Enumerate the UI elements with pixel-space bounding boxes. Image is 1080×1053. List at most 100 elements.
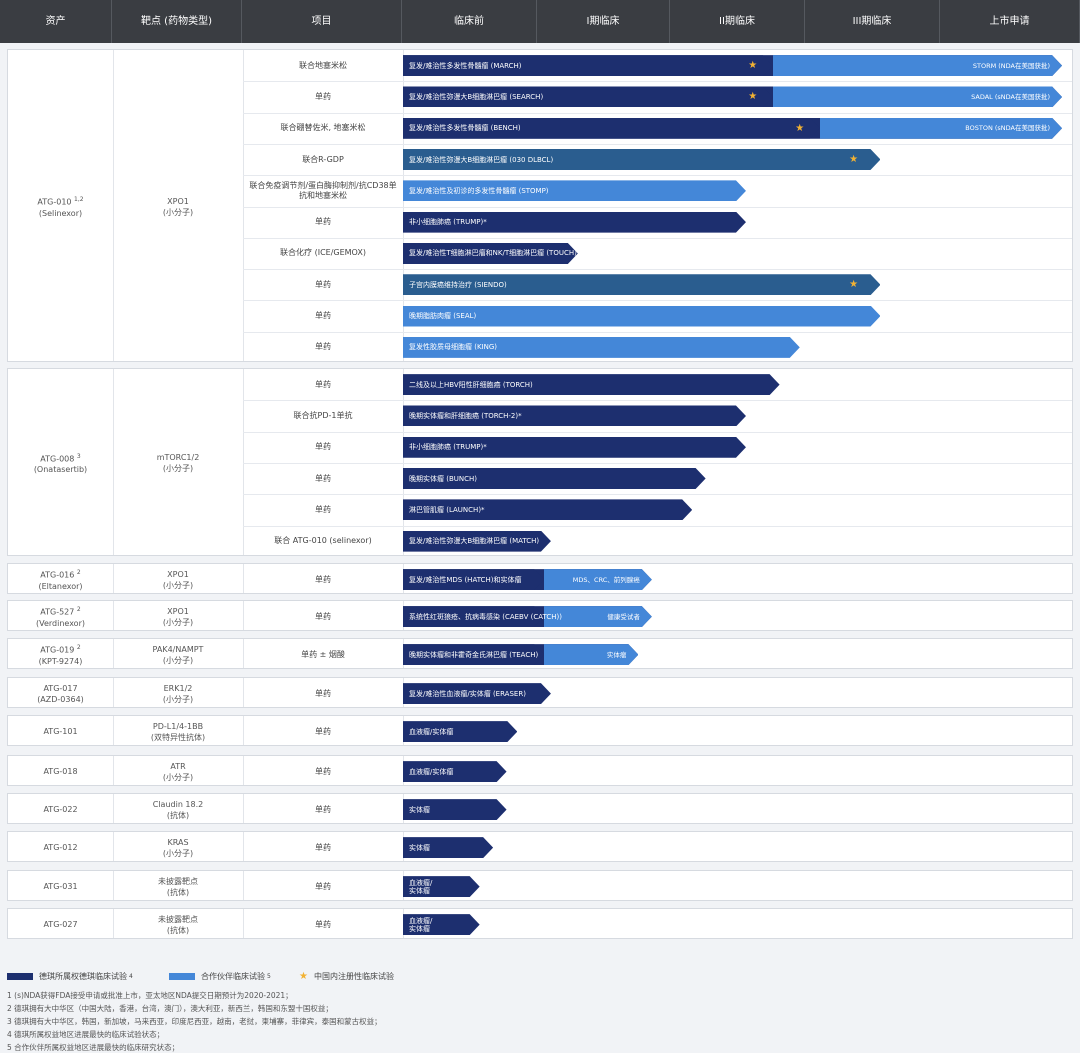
progress-bar: 复发/难治性多发性骨髓瘤 (MARCH) STORM (NDA在美国获批) ★	[403, 55, 1062, 76]
asset-code-text: ATG-017	[43, 683, 78, 693]
header-col-5: II期临床	[670, 0, 805, 43]
legend-footnote-ref: 4	[129, 972, 133, 980]
column-divider	[243, 716, 244, 745]
asset-code-text: ATG-008	[40, 454, 75, 464]
drug-type: (小分子)	[162, 617, 194, 627]
column-divider	[403, 369, 404, 555]
progress-bar: 复发/难治性弥漫大B细胞淋巴瘤 (MATCH)	[403, 531, 551, 552]
target-name: Claudin 18.2	[152, 799, 204, 809]
progress-bar: 复发/难治性弥漫大B细胞淋巴瘤 (SEARCH) SADAL (sNDA在美国获批…	[403, 86, 1062, 107]
asset-code-text: ATG-010	[37, 197, 72, 207]
column-divider	[113, 564, 114, 593]
project-name: 单药	[315, 342, 331, 352]
column-divider	[243, 794, 244, 823]
legend-label: 中国内注册性临床试验	[313, 971, 394, 981]
progress-segment	[403, 499, 692, 520]
progress-bar: 实体瘤	[403, 799, 507, 820]
target-name: 未披露靶点	[158, 876, 198, 886]
target-name: XPO1	[167, 606, 189, 616]
asset-code: ATG-031	[43, 881, 77, 892]
footnote: 3 德琪拥有大中华区，韩国，新加坡，马来西亚，印度尼西亚，越南，老挝，柬埔寨，菲…	[7, 1017, 382, 1026]
target-name: mTORC1/2	[156, 453, 200, 462]
asset-code: ATG-018	[43, 766, 77, 777]
drug-type: (小分子)	[162, 655, 194, 665]
column-divider	[113, 50, 114, 361]
partner-trial-label: 实体瘤	[606, 650, 627, 659]
column-divider	[243, 909, 244, 938]
drug-type: (小分子)	[162, 848, 194, 858]
progress-bar: 复发性胶质母细胞瘤 (KING)	[403, 337, 800, 358]
partner-trial-label: MDS、CRC、前列腺癌	[572, 575, 640, 584]
own-segment	[403, 86, 773, 107]
target-name: XPO1	[167, 569, 189, 579]
project-name: 联合R-GDP	[302, 154, 344, 164]
row-divider	[243, 207, 1072, 208]
header-col-3: 临床前	[402, 0, 537, 43]
target-cell: 未披露靶点 (抗体)	[113, 909, 243, 940]
column-divider	[113, 369, 114, 555]
indication-label: 血液瘤/实体瘤	[409, 767, 454, 776]
column-divider	[403, 50, 404, 361]
indication-label: 复发/难治性多发性骨髓瘤 (BENCH)	[409, 124, 521, 133]
star-icon: ★	[849, 279, 859, 291]
column-divider	[243, 871, 244, 900]
own-segment	[403, 569, 544, 590]
progress-segment	[403, 337, 800, 358]
asset-code-text: ATG-031	[43, 882, 78, 891]
project-name: 单药	[315, 766, 331, 776]
legend-label: 合作伙伴临床试验	[201, 971, 265, 981]
asset-code: ATG-019 2	[40, 642, 80, 656]
asset-code: ATG-527 2	[40, 604, 80, 618]
asset-group: ATG-031 未披露靶点 (抗体) 单药 血液瘤/ 实体瘤	[7, 870, 1073, 901]
progress-bar: 血液瘤/实体瘤	[403, 721, 517, 742]
indication-label: 复发/难治性T细胞淋巴瘤和NK/T细胞淋巴瘤 (TOUCH)	[409, 249, 577, 258]
legend: 德琪所属权德琪临床试验 4 合作伙伴临床试验 5 ★ 中国内注册性临床试验	[7, 966, 1073, 986]
project-name: 联合抗PD-1单抗	[293, 410, 353, 420]
progress-bar: 实体瘤	[403, 837, 493, 858]
target-cell: XPO1 (小分子)	[113, 601, 243, 632]
progress-bar: 淋巴管肌瘤 (LAUNCH)*	[403, 499, 692, 520]
project-name: 单药	[315, 91, 331, 101]
header-col-0: 资产	[0, 0, 112, 43]
progress-segment	[403, 212, 746, 233]
row-divider	[243, 238, 1072, 239]
indication-label: 复发/难治性弥漫大B细胞淋巴瘤 (SEARCH)	[409, 92, 544, 101]
progress-bar: 非小细胞肺癌 (TRUMP)*	[403, 437, 746, 458]
own-segment	[403, 118, 820, 139]
drug-type: (小分子)	[162, 207, 194, 217]
project-name: 单药	[315, 919, 331, 929]
asset-footnote-ref: 3	[76, 452, 81, 460]
partner-segment	[544, 644, 638, 665]
asset-footnote-ref: 2	[76, 606, 81, 614]
legend-item: ★ 中国内注册性临床试验	[299, 966, 394, 986]
progress-bar: 复发/难治性MDS (HATCH)和实体瘤 MDS、CRC、前列腺癌	[403, 569, 652, 590]
row-divider	[243, 432, 1072, 433]
column-divider	[113, 756, 114, 785]
project-name: 单药	[315, 311, 331, 321]
indication-label: 非小细胞肺癌 (TRUMP)*	[409, 443, 487, 452]
header-col-2: 项目	[242, 0, 402, 43]
progress-bar: 血液瘤/ 实体瘤	[403, 876, 480, 897]
asset-name: ATG-012	[8, 832, 113, 863]
indication-label: 晚期实体瘤和非霍奇金氏淋巴瘤 (TEACH)	[409, 650, 539, 659]
progress-bar: 晚期实体瘤和肝细胞癌 (TORCH-2)*	[403, 405, 746, 426]
star-icon: ★	[795, 122, 805, 134]
project-name: 联合地塞米松	[299, 60, 347, 70]
column-divider	[113, 716, 114, 745]
project-name: 单药	[315, 217, 331, 227]
asset-group: ATG-016 2 (Eltanexor) XPO1 (小分子) 单药 复发/难治性MDS…	[7, 563, 1073, 594]
row-divider	[243, 113, 1072, 114]
header-col-4: I期临床	[537, 0, 670, 43]
asset-group: ATG-019 2 (KPT-9274) PAK4/NAMPT (小分子) 单药 ± 烟…	[7, 638, 1073, 669]
asset-group: ATG-022 Claudin 18.2 (抗体) 单药 实体瘤	[7, 793, 1073, 824]
asset-name: ATG-018	[8, 756, 113, 787]
target-cell: ATR (小分子)	[113, 756, 243, 787]
asset-generic-name: (Verdinexor)	[36, 618, 85, 628]
indication-label: 复发/难治性及初诊的多发性骨髓瘤 (STOMP)	[409, 186, 549, 195]
row-divider	[243, 400, 1072, 401]
asset-generic-name: (KPT-9274)	[38, 656, 83, 666]
asset-name: ATG-016 2 (Eltanexor)	[8, 564, 113, 595]
project-name: 单药	[315, 279, 331, 289]
progress-bar: 系统性红斑狼疮、抗病毒感染 (CAEBV (CATCH)) 健康受试者	[403, 606, 652, 627]
asset-group: ATG-012 KRAS (小分子) 单药 实体瘤	[7, 831, 1073, 862]
